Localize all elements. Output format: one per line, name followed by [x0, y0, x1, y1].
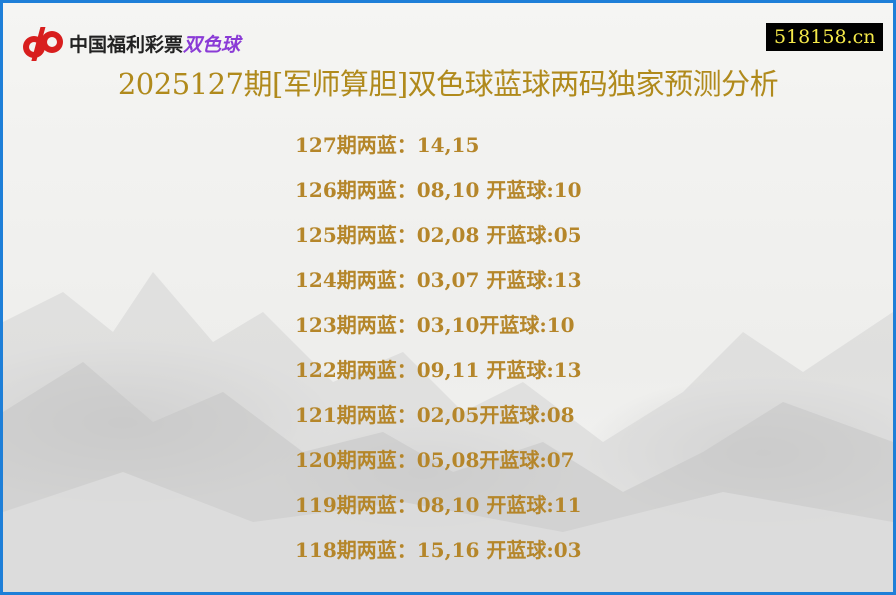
prediction-list: 127期两蓝：14,15 126期两蓝：08,10 开蓝球:10 125期两蓝：…: [295, 131, 582, 581]
page-title: 2025127期[军师算胆]双色球蓝球两码独家预测分析: [117, 67, 779, 101]
list-item: 123期两蓝：03,10开蓝球:10: [295, 313, 575, 337]
list-item: 126期两蓝：08,10 开蓝球:10: [295, 178, 582, 202]
list-item: 127期两蓝：14,15: [295, 133, 480, 157]
mountain-background: [3, 272, 893, 592]
list-item: 125期两蓝：02,08 开蓝球:05: [295, 223, 582, 247]
site-badge: 518158.cn: [766, 23, 884, 51]
list-item: 122期两蓝：09,11 开蓝球:13: [295, 358, 582, 382]
list-item: 119期两蓝：08,10 开蓝球:11: [295, 493, 582, 517]
logo-subtext: 双色球: [183, 33, 241, 56]
welfare-lottery-logo: 中国福利彩票 双色球: [21, 25, 240, 61]
list-item: 118期两蓝：15,16 开蓝球:03: [295, 538, 582, 562]
list-item: 124期两蓝：03,07 开蓝球:13: [295, 268, 582, 292]
cwl-logo-icon: [23, 27, 63, 61]
list-item: 121期两蓝：02,05开蓝球:08: [295, 403, 575, 427]
logo-text: 中国福利彩票: [69, 33, 184, 56]
list-item: 120期两蓝：05,08开蓝球:07: [295, 448, 575, 472]
